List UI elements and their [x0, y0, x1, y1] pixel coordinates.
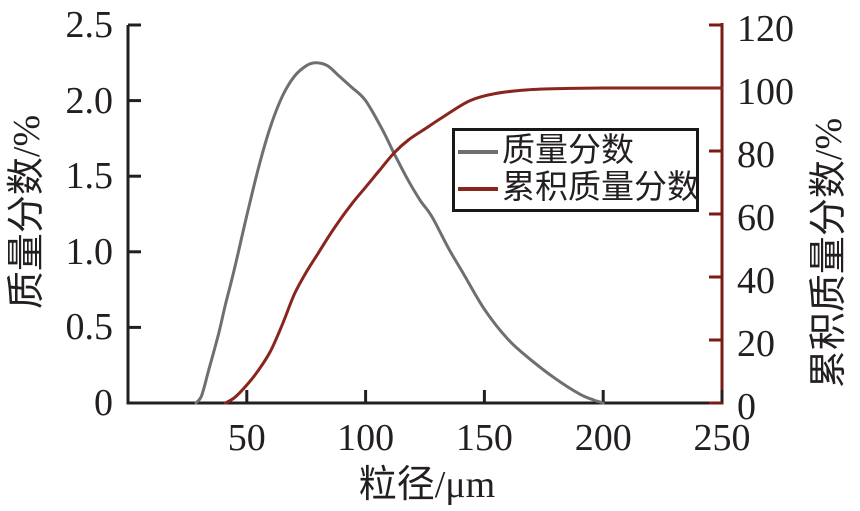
- right-axis-tick-label: 80: [737, 134, 775, 176]
- x-axis-tick-label: 100: [337, 417, 395, 459]
- legend-label: 质量分数: [502, 133, 634, 169]
- legend-item-cumulative-mass-fraction: 累积质量分数: [458, 170, 700, 207]
- left-axis-tick-label: 0: [94, 382, 113, 424]
- right-axis-tick-label: 100: [737, 71, 794, 113]
- x-axis-title: 粒径/μm: [358, 464, 496, 506]
- left-axis-tick-label: 0.5: [65, 306, 114, 349]
- left-axis-title: 质量分数/%: [6, 114, 48, 310]
- x-axis-tick-label: 50: [227, 417, 266, 459]
- right-axis-tick-label: 20: [737, 323, 775, 365]
- x-axis-tick-label: 200: [574, 417, 632, 459]
- x-axis-tick-label: 150: [455, 417, 513, 459]
- cumulative-mass-fraction-line-swatch: [458, 186, 498, 191]
- left-axis-tick-label: 1.0: [65, 230, 114, 273]
- mass-fraction-curve: [194, 61, 605, 405]
- mass-fraction-line-swatch: [458, 149, 498, 154]
- right-axis-tick-label: 0: [737, 386, 756, 428]
- left-axis-tick-label: 2.0: [65, 79, 114, 122]
- legend-label: 累积质量分数: [502, 170, 700, 206]
- left-axis-tick-label: 1.5: [65, 155, 114, 198]
- right-axis-tick-label: 60: [737, 197, 775, 239]
- right-axis-title: 累积质量分数/%: [808, 117, 850, 389]
- x-axis-tick-label: 250: [693, 417, 751, 459]
- right-axis-tick-label: 40: [737, 260, 775, 302]
- legend-box: 质量分数 累积质量分数: [452, 128, 700, 212]
- cumulative-mass-fraction-curve: [223, 86, 724, 405]
- legend-item-mass-fraction: 质量分数: [458, 133, 693, 170]
- left-axis-tick-label: 2.5: [65, 4, 114, 46]
- right-axis-tick-label: 120: [737, 8, 794, 50]
